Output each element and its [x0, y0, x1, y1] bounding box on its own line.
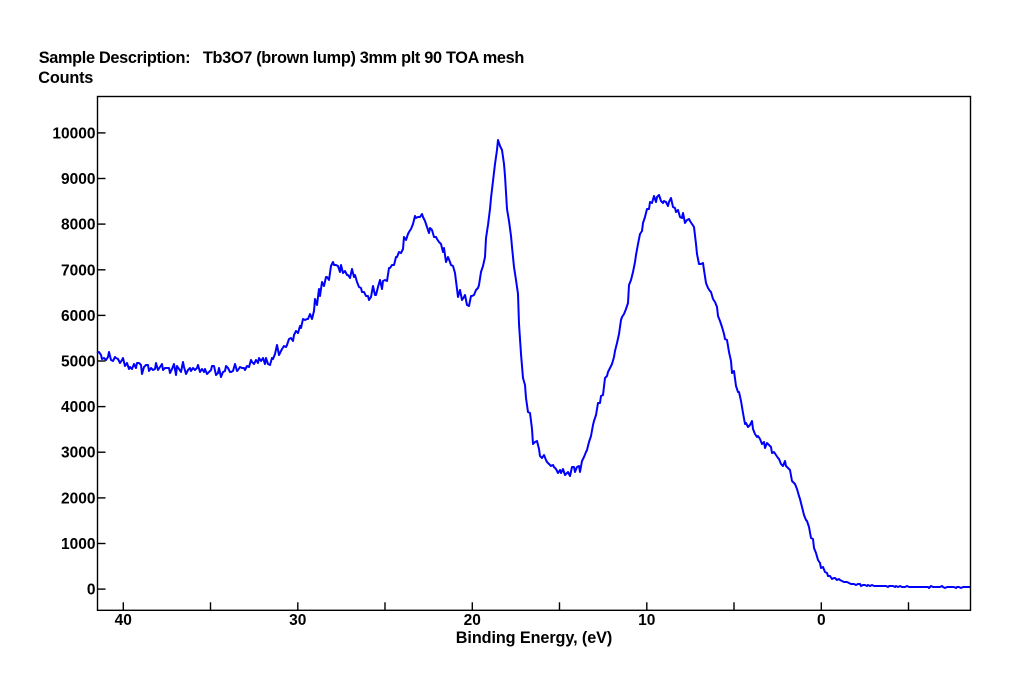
svg-text:20: 20 — [464, 612, 481, 629]
svg-text:40: 40 — [115, 612, 132, 629]
svg-text:1000: 1000 — [61, 536, 95, 553]
svg-text:7000: 7000 — [61, 262, 95, 279]
svg-text:10000: 10000 — [52, 125, 95, 142]
svg-text:5000: 5000 — [61, 354, 95, 371]
svg-text:6000: 6000 — [61, 308, 95, 325]
svg-text:2000: 2000 — [61, 490, 95, 507]
svg-text:10: 10 — [638, 612, 655, 629]
svg-text:Counts: Counts — [38, 69, 93, 87]
svg-text:0: 0 — [87, 582, 96, 599]
svg-text:0: 0 — [817, 612, 826, 629]
svg-text:3000: 3000 — [61, 445, 95, 462]
svg-text:9000: 9000 — [61, 171, 95, 188]
svg-text:8000: 8000 — [61, 217, 95, 234]
svg-text:30: 30 — [289, 612, 306, 629]
svg-text:4000: 4000 — [61, 399, 95, 416]
svg-text:Sample Description: Tb3O7 (b: Sample Description: Tb3O7 (brown lump) 3… — [39, 49, 524, 67]
svg-text:Binding Energy, (eV): Binding Energy, (eV) — [456, 629, 612, 647]
